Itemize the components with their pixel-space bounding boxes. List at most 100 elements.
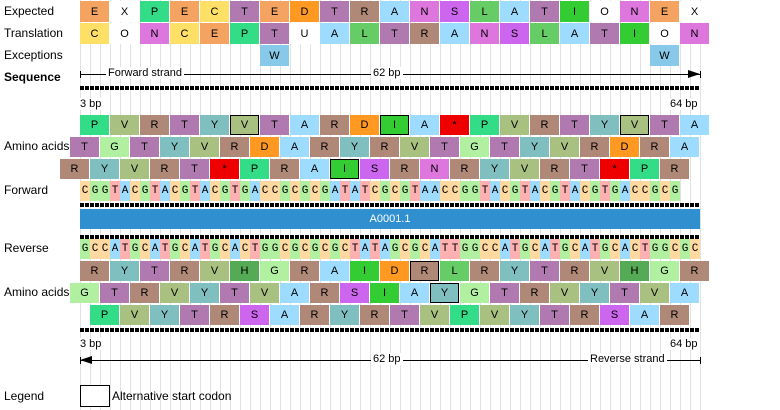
reverse-nucleotide: A [620,239,630,259]
reverse-nucleotide: G [290,239,300,259]
legend-item-label: Alternative start codon [112,389,232,403]
aa-reverse-frame3: T [540,305,569,325]
aa-forward-frame3: R [540,159,569,179]
reverse-nucleotide: G [260,239,270,259]
top-ruler-end-tick [700,71,701,78]
aa-reverse-frame2: T [610,283,639,303]
row-label-sequence: Sequence [4,70,61,84]
row-label-exceptions: Exceptions [4,48,63,62]
aa-reverse-frame1: R [680,261,709,281]
aa-reverse-frame1: R [470,261,499,281]
feature-annotation-bar[interactable]: A0001.1 [80,209,700,229]
aa-forward-frame3: S [360,159,389,179]
aa-reverse-frame1: Y [110,261,139,281]
aa-forward-frame1: V [110,115,139,135]
aa-forward-frame3: R [270,159,299,179]
forward-nucleotide: A [200,181,210,201]
translation-residue: N [140,23,169,44]
aa-forward-frame1: V [620,115,649,135]
reverse-nucleotide: G [520,239,530,259]
forward-nucleotide: G [610,181,620,201]
forward-nucleotide: C [130,181,140,201]
aa-reverse-frame1: R [170,261,199,281]
reverse-nucleotide: A [500,239,510,259]
forward-nucleotide: T [190,181,200,201]
aa-forward-frame3: V [510,159,539,179]
top-scale-bar [80,86,700,90]
aa-reverse-frame2: R [520,283,549,303]
aa-reverse-frame3: S [240,305,269,325]
aa-forward-frame3: N [420,159,449,179]
aa-forward-frame3: V [120,159,149,179]
aa-reverse-frame3: R [570,305,599,325]
aa-forward-frame3: Y [480,159,509,179]
aa-forward-frame3: * [600,159,629,179]
reverse-nucleotide: A [150,239,160,259]
expected-residue: E [170,1,199,22]
forward-nucleotide: G [220,181,230,201]
expected-residue: C [200,1,229,22]
translation-residue: T [380,23,409,44]
forward-nucleotide: G [140,181,150,201]
aa-reverse-frame3: T [180,305,209,325]
forward-nucleotide: G [280,181,290,201]
reverse-nucleotide: A [360,239,370,259]
aa-forward-frame3: P [630,159,659,179]
aa-reverse-frame3: P [90,305,119,325]
reverse-nucleotide: G [270,239,280,259]
row-label-amino-acids-bottom: Amino acids [4,285,70,299]
aa-reverse-frame2: Y [190,283,219,303]
reverse-nucleotide: A [380,239,390,259]
expected-residue: A [380,1,409,22]
reverse-nucleotide: C [90,239,100,259]
aa-forward-frame1: V [500,115,529,135]
forward-nucleotide: C [540,181,550,201]
forward-nucleotide: G [90,181,100,201]
bottom-ruler-length-label: 62 bp [371,353,403,365]
reverse-nucleotide: G [470,239,480,259]
forward-nucleotide: C [370,181,380,201]
forward-nucleotide: T [410,181,420,201]
reverse-nucleotide: A [540,239,550,259]
expected-residue: X [680,1,709,22]
translation-residue: I [620,23,649,44]
reverse-nucleotide: C [530,239,540,259]
forward-nucleotide: C [630,181,640,201]
forward-nucleotide: C [450,181,460,201]
expected-residue: S [440,1,469,22]
aa-forward-frame2: T [70,137,99,157]
forward-nucleotide: G [470,181,480,201]
aa-forward-frame1: Y [200,115,229,135]
reverse-nucleotide: A [190,239,200,259]
aa-reverse-frame2: V [640,283,669,303]
forward-nucleotide: A [350,181,360,201]
top-ruler-start-label: 3 bp [78,98,104,110]
reverse-nucleotide: C [400,239,410,259]
aa-reverse-frame1: I [350,261,379,281]
bottom-ruler-strand-label: Reverse strand [588,353,667,365]
forward-nucleotide: G [670,181,680,201]
expected-residue: A [500,1,529,22]
reverse-nucleotide: C [690,239,700,259]
aa-forward-frame2: R [310,137,339,157]
aa-forward-frame1: A [290,115,319,135]
aa-reverse-frame3: Y [150,305,179,325]
forward-nucleotide: G [380,181,390,201]
row-label-expected: Expected [4,4,55,18]
forward-nucleotide: A [330,181,340,201]
reverse-nucleotide: A [230,239,240,259]
reverse-nucleotide: A [110,239,120,259]
forward-nucleotide: G [240,181,250,201]
aa-forward-frame1: * [440,115,469,135]
aa-reverse-frame2: I [370,283,399,303]
reverse-nucleotide: G [310,239,320,259]
translation-residue: C [170,23,199,44]
aa-forward-frame3: R [60,159,89,179]
aa-forward-frame1: R [140,115,169,135]
reverse-nucleotide: C [140,239,150,259]
translation-residue: A [440,23,469,44]
translation-residue: S [500,23,529,44]
aa-forward-frame3: T [570,159,599,179]
aa-forward-frame1: P [80,115,109,135]
aa-forward-frame1: T [560,115,589,135]
